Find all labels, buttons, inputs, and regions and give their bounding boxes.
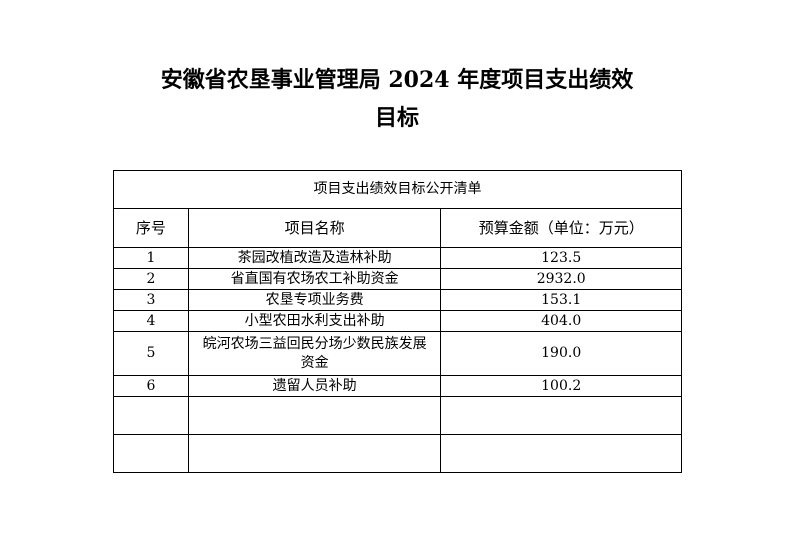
row-name: 茶园改植改造及造林补助 xyxy=(187,247,442,269)
row-no: 6 xyxy=(113,375,189,397)
empty-cell xyxy=(113,434,189,473)
row-name: 省直国有农场农工补助资金 xyxy=(187,268,442,290)
row-no: 5 xyxy=(113,331,189,376)
empty-cell xyxy=(440,396,682,435)
row-no: 2 xyxy=(113,268,189,290)
row-no: 4 xyxy=(113,310,189,332)
document-title-line2: 目标 xyxy=(374,105,419,131)
row-amount: 123.5 xyxy=(440,247,682,269)
row-no: 1 xyxy=(113,247,189,269)
row-name: 皖河农场三益回民分场少数民族发展资金 xyxy=(187,331,442,376)
row-amount: 190.0 xyxy=(440,331,682,376)
empty-cell xyxy=(187,434,442,473)
empty-cell xyxy=(187,396,442,435)
header-no: 序号 xyxy=(113,208,189,248)
budget-table: 项目支出绩效目标公开清单 序号 项目名称 预算金额（单位：万元） 1 茶园改植改… xyxy=(113,170,682,473)
row-amount: 404.0 xyxy=(440,310,682,332)
table-row: 2 省直国有农场农工补助资金 2932.0 xyxy=(113,268,682,290)
row-amount: 153.1 xyxy=(440,289,682,311)
empty-cell xyxy=(440,434,682,473)
row-name: 遗留人员补助 xyxy=(187,375,442,397)
table-row: 6 遗留人员补助 100.2 xyxy=(113,375,682,397)
table-row: 1 茶园改植改造及造林补助 123.5 xyxy=(113,247,682,269)
empty-row xyxy=(113,396,682,435)
header-name: 项目名称 xyxy=(187,208,442,248)
document-title-line1: 安徽省农垦事业管理局 2024 年度项目支出绩效 xyxy=(160,67,634,93)
table-row: 4 小型农田水利支出补助 404.0 xyxy=(113,310,682,332)
table-caption: 项目支出绩效目标公开清单 xyxy=(113,170,682,209)
row-amount: 100.2 xyxy=(440,375,682,397)
row-name: 小型农田水利支出补助 xyxy=(187,310,442,332)
table-row: 3 农垦专项业务费 153.1 xyxy=(113,289,682,311)
table-row: 5 皖河农场三益回民分场少数民族发展资金 190.0 xyxy=(113,331,682,376)
header-amount: 预算金额（单位：万元） xyxy=(440,208,682,248)
row-no: 3 xyxy=(113,289,189,311)
row-amount: 2932.0 xyxy=(440,268,682,290)
row-name: 农垦专项业务费 xyxy=(187,289,442,311)
empty-row xyxy=(113,434,682,473)
empty-cell xyxy=(113,396,189,435)
